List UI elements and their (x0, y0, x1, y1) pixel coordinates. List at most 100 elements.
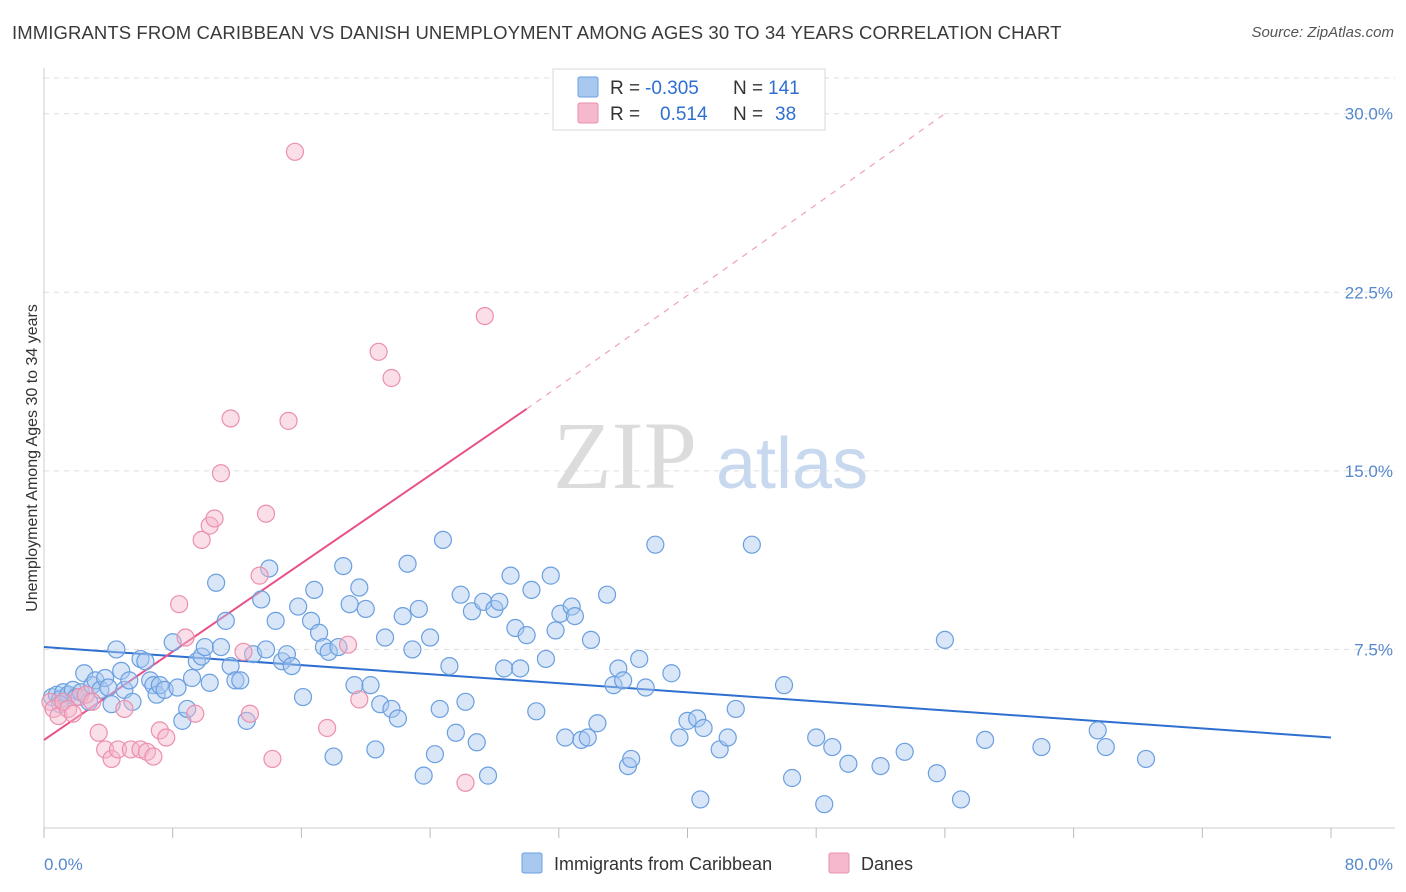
point-caribbean-70 (382, 699, 401, 719)
y-tick-label-3: 30.0% (1345, 105, 1393, 124)
point-caribbean-84 (456, 692, 475, 711)
point-caribbean-22 (136, 652, 155, 671)
point-caribbean-72 (393, 606, 412, 626)
trend-line-caribbean (43, 646, 1332, 739)
legend-n-label-2: N = (733, 104, 763, 125)
point-danes-21 (176, 628, 195, 647)
grid-lines (44, 77, 1395, 650)
point-caribbean-92 (501, 566, 520, 585)
point-danes-41 (475, 306, 494, 326)
point-danes-39 (382, 368, 401, 388)
point-danes-28 (234, 642, 253, 661)
point-danes-38 (369, 342, 388, 361)
point-caribbean-140 (1032, 737, 1051, 757)
point-caribbean-63 (345, 676, 364, 695)
point-caribbean-96 (522, 580, 541, 600)
point-caribbean-65 (356, 599, 375, 619)
watermark-atlas: atlas (716, 424, 868, 504)
point-danes-37 (350, 690, 369, 709)
point-caribbean-79 (430, 699, 449, 719)
point-caribbean-51 (282, 656, 301, 676)
point-caribbean-112 (614, 671, 633, 690)
point-caribbean-125 (718, 728, 737, 747)
point-danes-7 (76, 685, 95, 704)
point-danes-23 (192, 530, 211, 550)
point-caribbean-107 (581, 630, 601, 650)
point-caribbean-137 (935, 630, 955, 650)
legend-r-label-2: R = (610, 104, 640, 125)
series-caribbean-points (42, 530, 1156, 814)
bottom-legend-swatch-caribbean (521, 852, 543, 874)
point-caribbean-68 (371, 695, 390, 714)
point-danes-13 (115, 699, 134, 719)
point-caribbean-29 (168, 678, 187, 697)
point-caribbean-36 (200, 673, 219, 692)
point-caribbean-101 (551, 604, 570, 623)
bottom-legend-label-danes: Danes (861, 854, 913, 874)
point-caribbean-91 (495, 659, 514, 678)
point-caribbean-127 (742, 535, 761, 554)
point-caribbean-142 (1096, 737, 1115, 757)
point-danes-29 (240, 704, 260, 723)
point-caribbean-123 (694, 718, 713, 738)
point-caribbean-88 (478, 766, 498, 785)
legend-n-value-1: 141 (768, 78, 800, 99)
point-caribbean-75 (409, 599, 428, 619)
point-caribbean-131 (815, 795, 834, 814)
point-caribbean-118 (662, 664, 681, 683)
x-tick-labels: 0.0% 80.0% (44, 855, 1393, 874)
point-caribbean-21 (131, 649, 150, 669)
point-danes-32 (263, 749, 282, 769)
y-tick-label-1: 15.0% (1345, 462, 1393, 481)
point-caribbean-141 (1088, 721, 1107, 740)
point-caribbean-136 (927, 764, 946, 783)
point-caribbean-83 (451, 585, 470, 604)
point-danes-34 (285, 142, 305, 161)
point-danes-19 (157, 728, 176, 747)
legend-n-value-2: 38 (775, 104, 796, 125)
point-caribbean-41 (226, 671, 245, 690)
point-caribbean-45 (252, 590, 271, 609)
point-caribbean-111 (609, 659, 628, 678)
y-tick-label-2: 22.5% (1345, 283, 1393, 302)
legend-r-value-1: -0.305 (645, 78, 699, 99)
point-danes-11 (102, 749, 121, 769)
point-caribbean-138 (951, 790, 971, 809)
point-caribbean-13 (96, 668, 115, 688)
point-caribbean-73 (398, 554, 417, 573)
point-caribbean-86 (467, 733, 486, 752)
point-caribbean-139 (976, 730, 995, 750)
source-label: Source: ZipAtlas.com (1251, 24, 1394, 41)
point-caribbean-102 (556, 728, 575, 747)
point-danes-2 (49, 706, 68, 726)
point-caribbean-104 (565, 606, 584, 626)
point-caribbean-39 (216, 611, 235, 630)
point-caribbean-35 (195, 637, 214, 657)
y-tick-labels: 7.5% 15.0% 22.5% 30.0% (1345, 105, 1393, 660)
point-caribbean-134 (871, 756, 890, 776)
legend-swatch-danes (577, 102, 599, 124)
point-caribbean-48 (266, 611, 285, 630)
point-caribbean-93 (506, 618, 525, 638)
legend-r-value-2: 0.514 (660, 104, 708, 125)
point-caribbean-81 (440, 656, 459, 676)
axes (43, 68, 1395, 838)
point-caribbean-58 (319, 642, 338, 661)
point-caribbean-119 (670, 728, 689, 747)
y-axis-title: Unemployment Among Ages 30 to 34 years (24, 304, 41, 612)
watermark-zip: ZIP (553, 402, 697, 509)
point-caribbean-97 (527, 702, 546, 721)
point-caribbean-69 (375, 628, 395, 647)
point-danes-5 (63, 704, 83, 723)
point-danes-8 (83, 692, 102, 711)
bottom-legend-label-caribbean: Immigrants from Caribbean (554, 854, 772, 874)
point-danes-31 (256, 504, 276, 523)
point-caribbean-56 (309, 623, 329, 642)
point-caribbean-19 (120, 671, 139, 690)
point-caribbean-74 (403, 640, 422, 659)
point-caribbean-61 (334, 556, 353, 576)
point-caribbean-64 (350, 578, 369, 597)
point-danes-12 (108, 740, 128, 759)
point-caribbean-38 (211, 637, 231, 657)
point-caribbean-122 (691, 790, 710, 809)
